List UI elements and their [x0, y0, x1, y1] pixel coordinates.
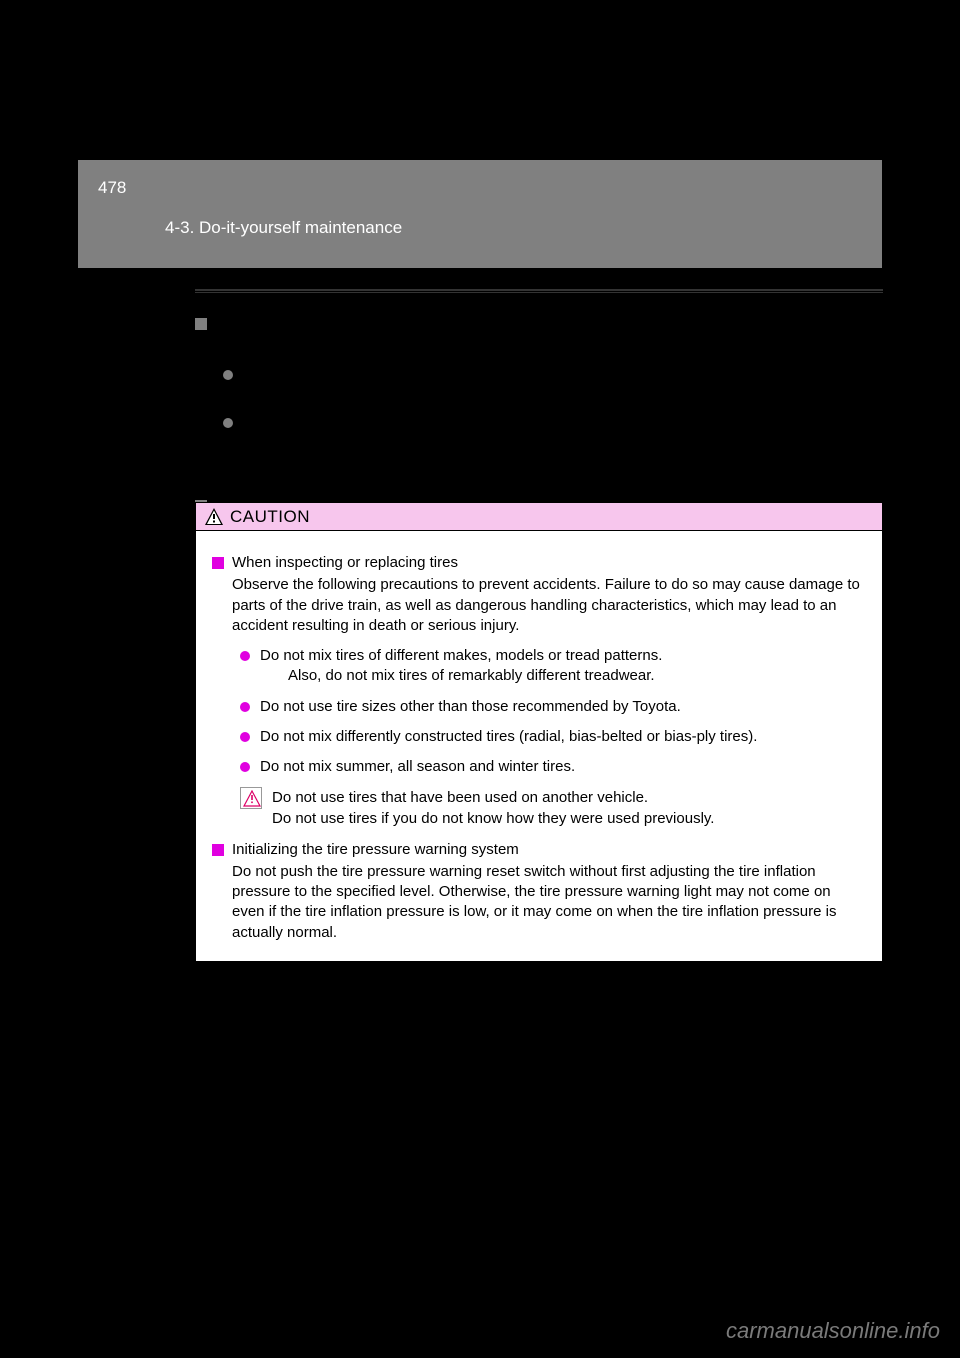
header-band: [78, 160, 882, 268]
caution-header: CAUTION: [196, 503, 882, 531]
caution-section-title: Initializing the tire pressure warning s…: [232, 841, 519, 858]
round-bullet-icon: [223, 370, 233, 380]
bullet-text: A tire goes flat repeatedly or cannot be…: [223, 414, 863, 451]
topic-when-to-replace: When to replace your vehicle's tires Tir…: [195, 314, 883, 482]
list-item: Do not mix tires of different makes, mod…: [240, 646, 866, 687]
bullet-text-line2: Also, do not mix tires of remarkably dif…: [288, 666, 866, 686]
doc-code: SIENNA_U (OM45466U): [78, 1283, 882, 1298]
caution-section-title: When inspecting or replacing tires: [232, 554, 458, 571]
round-bullet-icon: [240, 732, 250, 742]
caution-section-initializing: Initializing the tire pressure warning s…: [212, 840, 866, 943]
bullet-text: Do not use tire sizes other than those r…: [260, 698, 681, 715]
topic-title: When to replace your vehicle's tires: [215, 315, 451, 332]
watermark: carmanualsonline.info: [726, 1318, 940, 1344]
list-item: Do not use tires that have been used on …: [240, 787, 866, 829]
section-title: 4-3. Do-it-yourself maintenance: [165, 218, 402, 238]
bullet-text: Do not mix differently constructed tires…: [260, 728, 757, 745]
square-bullet-icon: [212, 557, 224, 569]
caution-text: Do not push the tire pressure warning re…: [232, 862, 866, 943]
horizontal-rule: [195, 289, 883, 293]
bullet-text: Do not mix tires of different makes, mod…: [260, 647, 662, 664]
caution-lead: Observe the following precautions to pre…: [232, 575, 866, 636]
page-number: 478: [98, 178, 126, 198]
bullet-text: You have tire damage such as cuts, split…: [223, 366, 879, 403]
list-item: A tire goes flat repeatedly or cannot be…: [223, 413, 883, 454]
list-item: Do not mix differently constructed tires…: [240, 727, 866, 747]
list-item: You have tire damage such as cuts, split…: [223, 365, 883, 406]
topic-lead: Tires should be replaced if:: [223, 336, 883, 356]
topic-tail: If you are not sure, consult with your T…: [223, 462, 883, 482]
round-bullet-icon: [240, 651, 250, 661]
caution-body: When inspecting or replacing tires Obser…: [196, 531, 882, 961]
caution-label: CAUTION: [230, 507, 310, 527]
bullet-text: Do not mix summer, all season and winter…: [260, 758, 575, 775]
list-item: Do not mix summer, all season and winter…: [240, 757, 866, 777]
bullet-text: Do not use tires that have been used on …: [272, 789, 648, 806]
round-bullet-icon: [240, 702, 250, 712]
warning-triangle-small-icon: [240, 787, 262, 809]
square-bullet-icon: [195, 318, 207, 330]
bullet-text-line2: Do not use tires if you do not know how …: [272, 809, 866, 829]
page: 478 4-3. Do-it-yourself maintenance When…: [0, 0, 960, 1358]
caution-section-inspecting: When inspecting or replacing tires Obser…: [212, 553, 866, 830]
warning-triangle-icon: [204, 507, 224, 527]
round-bullet-icon: [240, 762, 250, 772]
list-item: Do not use tire sizes other than those r…: [240, 697, 866, 717]
caution-box: CAUTION When inspecting or replacing tir…: [195, 502, 883, 962]
round-bullet-icon: [223, 418, 233, 428]
square-bullet-icon: [212, 844, 224, 856]
